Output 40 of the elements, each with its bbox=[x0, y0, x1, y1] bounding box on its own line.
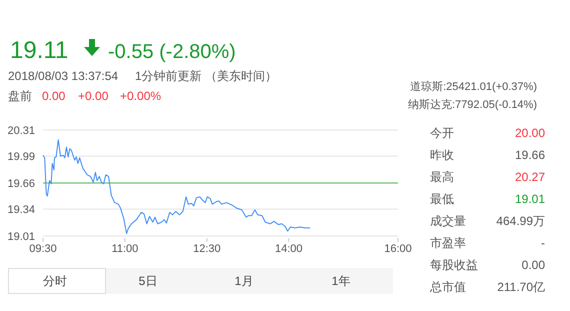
text: 2018/08/03 13:37:54 bbox=[8, 69, 118, 83]
ytick: 19.34 bbox=[7, 204, 35, 216]
text: 分时 bbox=[43, 274, 67, 288]
text: 成交量 bbox=[430, 214, 466, 228]
text: 总市值 bbox=[430, 280, 466, 294]
text: 19.66 bbox=[514, 148, 545, 162]
text: 今开 bbox=[430, 126, 454, 140]
ytick: 19.66 bbox=[7, 178, 35, 190]
text: 19.11 bbox=[10, 37, 68, 64]
text: 每股收益 bbox=[430, 258, 478, 272]
xtick: 11:00 bbox=[112, 243, 138, 255]
text: 20.27 bbox=[514, 170, 545, 184]
text: 道琼斯:25421.01(+0.37%) bbox=[410, 81, 537, 93]
text: -0.55 (-2.80%) bbox=[108, 41, 236, 63]
text: 19.01 bbox=[514, 192, 545, 206]
xtick: 14:00 bbox=[275, 243, 303, 255]
text: +0.00% bbox=[120, 89, 162, 103]
text: 5日 bbox=[138, 274, 158, 288]
text: 市盈率 bbox=[430, 236, 466, 250]
text: 纳斯达克:7792.05(-0.14%) bbox=[408, 99, 537, 111]
text: - bbox=[541, 236, 545, 250]
text: 211.70亿 bbox=[497, 280, 545, 294]
text: 1月 bbox=[234, 274, 254, 288]
text: 盘前 bbox=[8, 89, 32, 103]
text: 最低 bbox=[430, 192, 454, 206]
text: 464.99万 bbox=[496, 214, 545, 228]
text: +0.00 bbox=[78, 89, 108, 103]
ytick: 19.99 bbox=[7, 151, 35, 164]
ytick: 19.01 bbox=[7, 231, 35, 243]
text: 0.00 bbox=[522, 258, 545, 272]
ytick: 20.31 bbox=[7, 125, 35, 137]
text: 最高 bbox=[430, 170, 454, 184]
xtick: 12:30 bbox=[193, 243, 221, 255]
text: 20.00 bbox=[514, 126, 545, 140]
text: 1分钟前更新 （美东时间） bbox=[135, 69, 278, 83]
text: 0.00 bbox=[42, 89, 66, 103]
text: 昨收 bbox=[430, 148, 454, 162]
text: 1年 bbox=[332, 274, 350, 288]
xtick: 16:00 bbox=[384, 243, 412, 255]
xtick: 09:30 bbox=[29, 243, 57, 255]
